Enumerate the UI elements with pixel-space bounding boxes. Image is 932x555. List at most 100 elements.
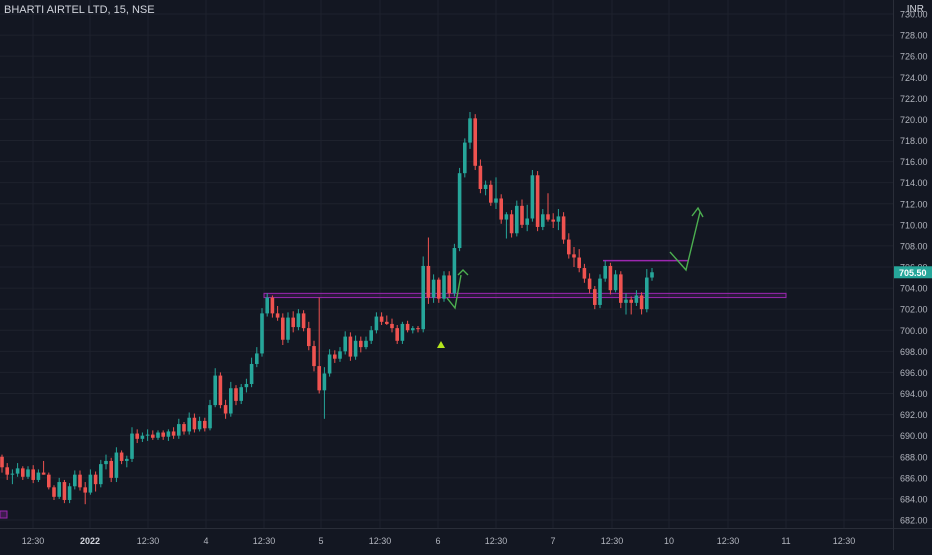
candle (286, 312, 290, 343)
candle (375, 312, 379, 333)
candle-body (265, 298, 269, 314)
candle (479, 159, 483, 193)
candle-body (385, 322, 389, 324)
candle (317, 298, 321, 394)
candle-body (427, 266, 431, 298)
candle-body (593, 289, 597, 305)
candle-body (525, 219, 529, 225)
candle-body (572, 254, 576, 257)
candle-body (182, 424, 186, 431)
candle-body (83, 487, 87, 492)
candle-body (104, 461, 108, 464)
time-tick-label: 12:30 (833, 536, 856, 546)
candle-body (31, 469, 35, 480)
candle-body (650, 272, 654, 277)
candle-body (541, 214, 545, 227)
candle-body (21, 468, 25, 476)
candle (427, 237, 431, 303)
candle-body (421, 266, 425, 329)
candle-body (645, 278, 649, 310)
currency-label: INR (907, 4, 924, 15)
candle (63, 480, 67, 503)
candle-body (229, 388, 233, 413)
candle (281, 313, 285, 345)
time-tick-label: 4 (203, 536, 208, 546)
candle-body (551, 220, 555, 222)
price-tick-label: 700.00 (900, 326, 928, 336)
candle (130, 427, 134, 462)
candle-body (536, 175, 540, 227)
candle-body (68, 486, 72, 500)
candle-body (281, 318, 285, 340)
candle (473, 114, 477, 170)
candle-body (234, 388, 238, 401)
candle-body (37, 473, 41, 480)
price-tick-label: 710.00 (900, 220, 928, 230)
candle-body (614, 274, 618, 290)
candle-body (473, 118, 477, 165)
candle (598, 274, 602, 308)
candle-body (562, 216, 566, 239)
candle (629, 297, 633, 315)
candle-body (531, 175, 535, 218)
price-tick-label: 698.00 (900, 347, 928, 357)
candle-body (635, 295, 639, 302)
candle (562, 212, 566, 244)
price-tick-label: 704.00 (900, 284, 928, 294)
candle-body (338, 351, 342, 358)
candle-body (463, 143, 467, 174)
price-axis[interactable]: 682.00684.00686.00688.00690.00692.00694.… (894, 0, 932, 550)
time-tick-label: 12:30 (485, 536, 508, 546)
candle-body (333, 354, 337, 358)
candle-body (172, 431, 176, 435)
candle (208, 400, 212, 431)
candle (609, 263, 613, 295)
candle-body (5, 467, 9, 474)
candle (276, 306, 280, 321)
candle (567, 233, 571, 258)
candle-body (94, 475, 98, 484)
candle (291, 311, 295, 332)
candle (401, 322, 405, 344)
price-tick-label: 688.00 (900, 452, 928, 462)
candle (546, 193, 550, 221)
time-tick-label: 12:30 (137, 536, 160, 546)
candle (395, 325, 399, 344)
candle-body (416, 328, 420, 329)
candle (271, 295, 275, 317)
price-tick-label: 692.00 (900, 410, 928, 420)
candle (31, 465, 35, 483)
candle (619, 271, 623, 308)
candle-body (598, 279, 602, 305)
candle-body (499, 198, 503, 219)
candle-body (364, 341, 368, 347)
price-tick-label: 702.00 (900, 305, 928, 315)
candle-body (401, 324, 405, 341)
candle (515, 201, 519, 237)
candle (109, 458, 113, 482)
candle-body (115, 453, 119, 478)
candle-body (146, 435, 150, 436)
candle (26, 466, 30, 479)
price-tick-label: 720.00 (900, 115, 928, 125)
candle (198, 417, 202, 432)
candle (614, 270, 618, 292)
candle-body (447, 275, 451, 293)
candle-body (42, 473, 46, 475)
price-tick-label: 694.00 (900, 389, 928, 399)
candle-body (203, 421, 207, 428)
candle-body (479, 166, 483, 189)
candle-body (286, 318, 290, 340)
candle-body (198, 421, 202, 429)
candle (302, 310, 306, 331)
candle (577, 249, 581, 272)
candle-body (328, 354, 332, 373)
candle-body (109, 461, 113, 478)
candle (635, 290, 639, 306)
candle-body (16, 468, 20, 473)
candle (323, 367, 327, 419)
candle (572, 247, 576, 267)
